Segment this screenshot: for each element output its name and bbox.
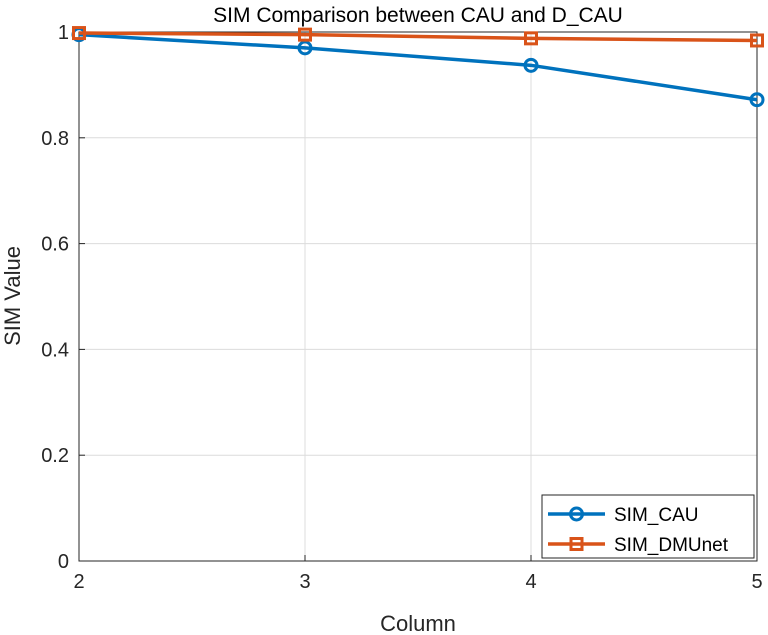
x-tick-label: 4 bbox=[525, 571, 536, 593]
legend-label: SIM_DMUnet bbox=[614, 535, 729, 556]
y-tick-label: 1 bbox=[58, 22, 69, 44]
axis-ticks: 2 3 4 5 0 0.2 0.4 0.6 0.8 1 bbox=[41, 22, 762, 593]
x-axis-label: Column bbox=[380, 611, 456, 635]
data-point-square bbox=[524, 31, 538, 46]
data-point-circle bbox=[297, 40, 313, 56]
plot-frame bbox=[78, 31, 758, 562]
y-tick-label: 0.2 bbox=[41, 445, 69, 467]
y-tick-label: 0.8 bbox=[41, 128, 69, 150]
y-axis-label: SIM Value bbox=[0, 246, 25, 346]
series-line-sim-cau bbox=[78, 32, 758, 102]
plot-background bbox=[79, 32, 757, 561]
data-point-circle bbox=[523, 57, 539, 73]
data-point-square bbox=[298, 27, 312, 42]
y-tick-label: 0.6 bbox=[41, 234, 69, 256]
series-layer bbox=[71, 26, 765, 108]
data-point-square bbox=[750, 33, 764, 48]
data-point-square bbox=[72, 26, 86, 41]
series-line-sim-dmunet bbox=[78, 31, 758, 43]
legend-label: SIM_CAU bbox=[614, 505, 698, 526]
data-point-circle bbox=[749, 92, 765, 108]
legend-box bbox=[541, 494, 755, 559]
y-tick-label: 0 bbox=[58, 551, 69, 573]
chart-title: SIM Comparison between CAU and D_CAU bbox=[213, 4, 623, 27]
y-tick-label: 0.4 bbox=[41, 339, 69, 361]
legend-marker-circle bbox=[569, 506, 584, 522]
x-tick-label: 3 bbox=[299, 571, 310, 593]
x-tick-label: 5 bbox=[751, 571, 762, 593]
x-tick-label: 2 bbox=[73, 571, 84, 593]
legend: SIM_CAU SIM_DMUnet bbox=[541, 494, 755, 559]
legend-marker-square bbox=[569, 537, 584, 551]
